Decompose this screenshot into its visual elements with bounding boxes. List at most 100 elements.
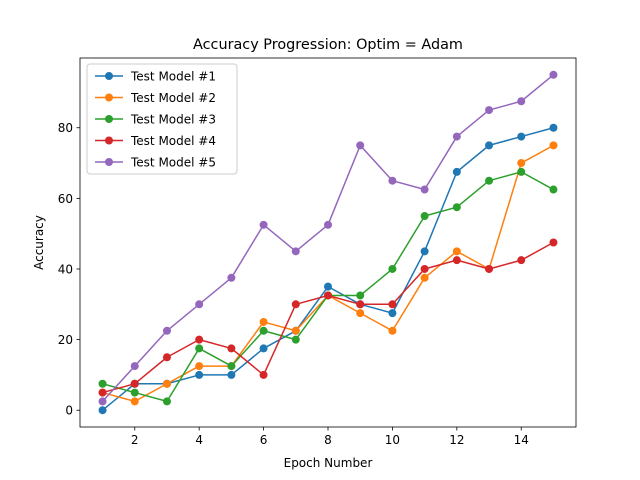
- data-point: [485, 106, 494, 115]
- data-point: [130, 388, 139, 397]
- data-point: [549, 185, 558, 194]
- legend-label: Test Model #1: [130, 70, 216, 84]
- data-point: [517, 132, 526, 141]
- data-point: [195, 370, 204, 379]
- plot-area: [98, 70, 558, 415]
- x-tick-label: 4: [195, 433, 203, 447]
- y-tick-label: 60: [58, 192, 73, 206]
- data-point: [259, 317, 268, 326]
- x-tick-label: 8: [324, 433, 332, 447]
- data-point: [291, 300, 300, 309]
- series-5: [98, 70, 558, 406]
- data-point: [549, 123, 558, 132]
- data-point: [98, 379, 107, 388]
- data-point: [356, 291, 365, 300]
- data-point: [388, 264, 397, 273]
- data-point: [517, 256, 526, 265]
- data-point: [517, 159, 526, 168]
- data-point: [291, 335, 300, 344]
- data-point: [130, 362, 139, 371]
- x-tick-label: 2: [131, 433, 139, 447]
- legend-item: Test Model #2: [95, 91, 216, 105]
- legend-marker: [105, 158, 113, 166]
- data-point: [452, 256, 461, 265]
- data-point: [452, 132, 461, 141]
- data-point: [195, 335, 204, 344]
- data-point: [227, 370, 236, 379]
- y-tick-label: 20: [58, 333, 73, 347]
- data-point: [388, 309, 397, 318]
- data-point: [259, 326, 268, 335]
- data-point: [420, 247, 429, 256]
- data-point: [549, 141, 558, 150]
- data-point: [452, 203, 461, 212]
- data-point: [98, 406, 107, 415]
- legend-label: Test Model #4: [130, 134, 216, 148]
- data-point: [162, 326, 171, 335]
- legend-label: Test Model #2: [130, 91, 216, 105]
- data-point: [420, 212, 429, 221]
- data-point: [291, 247, 300, 256]
- data-point: [291, 326, 300, 335]
- data-point: [517, 97, 526, 106]
- legend-item: Test Model #4: [95, 134, 216, 148]
- data-point: [549, 238, 558, 247]
- data-point: [162, 379, 171, 388]
- x-axis-title: Epoch Number: [284, 456, 373, 470]
- data-point: [259, 220, 268, 229]
- data-point: [485, 176, 494, 185]
- data-point: [388, 326, 397, 335]
- data-point: [420, 273, 429, 282]
- data-point: [356, 300, 365, 309]
- legend-marker: [105, 93, 113, 102]
- data-point: [98, 388, 107, 397]
- data-point: [259, 370, 268, 379]
- legend-marker: [105, 72, 113, 80]
- data-point: [195, 300, 204, 309]
- data-point: [195, 362, 204, 371]
- legend-label: Test Model #3: [130, 113, 216, 127]
- chart-title: Accuracy Progression: Optim = Adam: [193, 37, 463, 53]
- data-point: [162, 397, 171, 406]
- y-axis-title: Accuracy: [32, 215, 46, 270]
- data-point: [324, 282, 332, 291]
- data-point: [259, 344, 268, 353]
- data-point: [98, 397, 107, 406]
- data-point: [227, 362, 236, 371]
- x-tick-label: 14: [514, 433, 529, 447]
- y-tick-label: 40: [58, 262, 73, 276]
- y-tick-label: 80: [58, 121, 73, 135]
- data-point: [324, 291, 332, 300]
- data-point: [485, 264, 494, 273]
- data-point: [356, 141, 365, 150]
- legend: Test Model #1 Test Model #2 Test Model #3 T…: [86, 63, 238, 175]
- data-point: [356, 309, 365, 318]
- data-point: [452, 247, 461, 256]
- data-point: [517, 167, 526, 176]
- data-point: [388, 300, 397, 309]
- data-point: [227, 273, 236, 282]
- series-1: [98, 123, 558, 415]
- data-point: [227, 344, 236, 353]
- data-point: [452, 167, 461, 176]
- legend-item: Test Model #1: [95, 70, 216, 84]
- data-point: [485, 141, 494, 150]
- y-tick-label: 0: [65, 404, 73, 418]
- data-point: [549, 70, 558, 79]
- data-point: [162, 353, 171, 362]
- data-point: [388, 176, 397, 185]
- legend-marker: [105, 136, 113, 145]
- data-point: [130, 379, 139, 388]
- series-4: [98, 238, 558, 397]
- x-tick-label: 10: [385, 433, 400, 447]
- x-tick-label: 12: [449, 433, 464, 447]
- data-point: [195, 344, 204, 353]
- data-point: [130, 397, 139, 406]
- legend-item: Test Model #3: [95, 113, 216, 127]
- legend-marker: [105, 115, 113, 123]
- data-point: [420, 264, 429, 273]
- legend-item: Test Model #5: [95, 156, 216, 170]
- axis-ticks: 2 4 6 8 10 12 14 0 20 40 60 80: [58, 121, 529, 447]
- data-point: [420, 185, 429, 194]
